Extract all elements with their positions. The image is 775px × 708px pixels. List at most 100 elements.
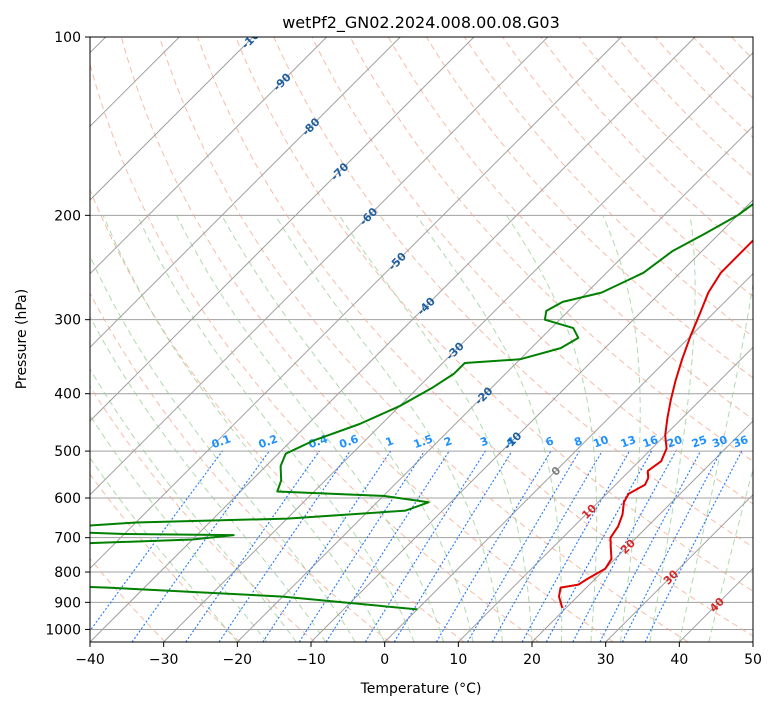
isotherm-line xyxy=(90,37,696,642)
x-tick-label: 50 xyxy=(744,652,762,668)
mixing-ratio-label: 8 xyxy=(572,434,584,449)
y-tick-label: 300 xyxy=(54,313,81,329)
background-line-labels: 0.1 0.2 0.4 0.6 1 1.5 2 3 4 6 8 10 13 16 20 25 30 36-100-… xyxy=(210,37,750,615)
moist-adiabat xyxy=(90,367,297,642)
mixing-ratio-line xyxy=(185,450,320,642)
moist-adiabat xyxy=(102,215,386,642)
dry-adiabat xyxy=(425,37,753,379)
isotherm-line xyxy=(90,37,401,349)
mixing-ratio-line xyxy=(572,450,677,642)
dry-adiabat xyxy=(235,37,753,592)
mixing-ratio-line xyxy=(491,450,603,642)
dry-adiabat xyxy=(770,37,775,642)
x-tick-label: −20 xyxy=(223,652,253,668)
moist-adiabat xyxy=(415,215,563,642)
dry-adiabat xyxy=(90,473,241,642)
mixing-ratio-label: 0.6 xyxy=(338,432,361,451)
mixing-ratio-label: 0.1 xyxy=(210,432,233,451)
mixing-ratio-label: 36 xyxy=(731,433,750,451)
moist-adiabat xyxy=(90,414,268,642)
mixing-ratio-line xyxy=(599,450,701,642)
isotherm-line xyxy=(90,37,328,275)
y-tick-label: 400 xyxy=(54,387,81,403)
y-tick-label: 200 xyxy=(54,208,81,224)
mixing-ratio-label: 13 xyxy=(619,433,638,450)
mixing-ratio-label: 2 xyxy=(442,434,454,449)
mixing-ratio-label: 30 xyxy=(710,433,729,451)
mixing-ratio-line xyxy=(521,450,630,642)
dry-adiabat xyxy=(90,385,316,642)
dry-adiabat xyxy=(311,37,753,505)
dry-adiabat xyxy=(502,37,753,298)
mixing-ratio-label: 10 xyxy=(592,433,611,451)
dry-adiabat xyxy=(387,37,753,420)
moist-adiabat xyxy=(175,215,445,642)
mixing-ratio-label: 6 xyxy=(544,434,556,449)
dry-adiabat xyxy=(90,62,540,642)
dry-adiabat xyxy=(540,37,753,257)
mixing-ratio-label: 0.2 xyxy=(257,432,280,451)
x-tick-label: 10 xyxy=(449,652,467,668)
dry-adiabat xyxy=(654,37,753,139)
y-tick-label: 600 xyxy=(54,491,81,507)
mixing-ratio-label: 4 xyxy=(505,434,517,449)
mixing-ratio-line xyxy=(131,450,270,642)
mixing-ratio-line xyxy=(435,450,552,642)
moist-adiabat xyxy=(602,215,641,642)
isotherm-line xyxy=(90,37,254,201)
x-tick-label: 40 xyxy=(670,652,688,668)
moist-adiabat xyxy=(136,215,415,642)
dry-adiabat xyxy=(90,292,390,642)
dry-adiabat xyxy=(120,37,614,642)
mixing-ratio-label: 1 xyxy=(384,434,396,449)
mixing-ratio-line xyxy=(467,450,580,642)
dry-adiabat xyxy=(273,37,753,548)
moist-adiabat xyxy=(90,457,238,642)
background-lines xyxy=(90,37,775,642)
moist-adiabat xyxy=(274,215,503,642)
mixing-ratio-label: 20 xyxy=(665,433,684,451)
mixing-ratio-line xyxy=(325,450,450,642)
moist-adiabat xyxy=(90,315,327,642)
isotherm-line xyxy=(457,346,753,642)
y-tick-label: 900 xyxy=(54,595,81,611)
y-tick-label: 700 xyxy=(54,531,81,547)
sounding-profiles xyxy=(90,202,753,611)
moist-adiabat xyxy=(678,280,753,642)
mixing-ratio-label: 1.5 xyxy=(412,432,435,451)
dry-adiabat xyxy=(578,37,753,218)
plot-frame xyxy=(89,36,754,643)
isotherm-line xyxy=(752,641,753,642)
mixing-ratio-line xyxy=(218,450,351,642)
isotherm-line xyxy=(531,420,753,642)
dry-adiabat xyxy=(90,188,465,642)
x-tick-label: 20 xyxy=(523,652,541,668)
temperature-profile xyxy=(558,239,753,609)
y-tick-label: 1000 xyxy=(45,622,81,638)
mixing-ratio-label: 25 xyxy=(690,433,709,450)
dewpoint-profile xyxy=(90,202,753,611)
moist-adiabat xyxy=(90,254,356,642)
isotherm-line xyxy=(90,37,549,496)
mixing-ratio-line xyxy=(298,450,425,642)
x-tick-label: −30 xyxy=(149,652,179,668)
dry-adiabat xyxy=(692,37,753,99)
x-axis-label: Temperature (°C) xyxy=(360,681,482,697)
isotherm-line xyxy=(236,125,753,642)
mixing-ratio-label: 3 xyxy=(478,434,490,449)
x-tick-label: −10 xyxy=(296,652,326,668)
isotherm-line xyxy=(310,199,753,642)
x-tick-label: 0 xyxy=(380,652,389,668)
moist-adiabat xyxy=(649,215,696,642)
dry-adiabat xyxy=(464,37,753,338)
mixing-ratio-line xyxy=(90,450,223,632)
moist-adiabat xyxy=(708,467,753,642)
x-tick-label: 30 xyxy=(597,652,615,668)
axes: −40 −30 −20 −10 0 10 20 30 40 5010020030040050060… xyxy=(45,30,762,668)
y-axis-label: Pressure (hPa) xyxy=(14,289,30,389)
isotherm-line xyxy=(163,51,753,642)
y-tick-label: 500 xyxy=(54,444,81,460)
mixing-ratio-line xyxy=(545,450,653,642)
isotherm-line xyxy=(90,37,475,422)
